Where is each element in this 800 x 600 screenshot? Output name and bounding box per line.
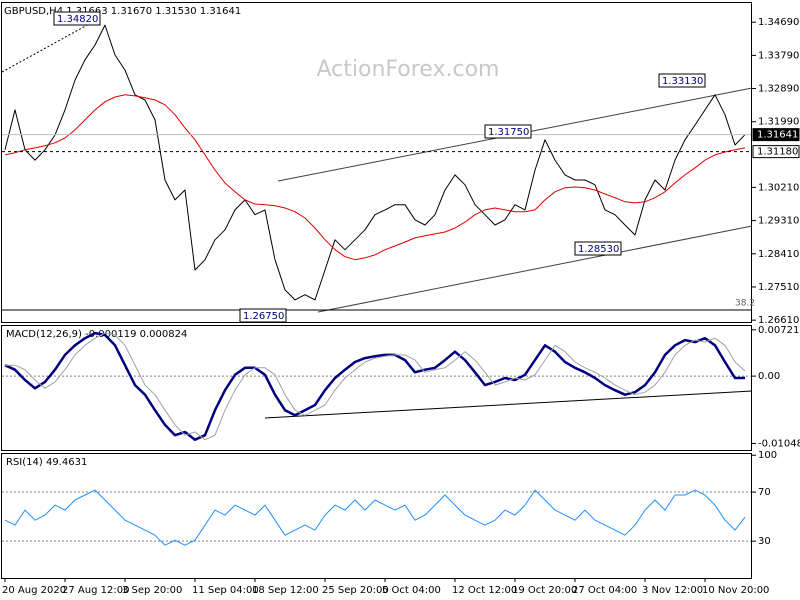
x-tick-label: 3 Sep 20:00 [122,585,182,596]
chart-title: GBPUSD,H4 1.31663 1.31670 1.31530 1.3164… [4,6,241,17]
y-tick-label: 0.007213 [758,325,800,336]
y-tick-label: 1.29310 [758,216,799,227]
price-label: 1.31641 [757,130,798,141]
x-tick-label: 10 Nov 20:00 [702,585,769,596]
x-tick-label: 25 Sep 20:00 [322,585,389,596]
x-tick-label: 19 Oct 20:00 [512,585,577,596]
x-tick-label: 27 Oct 04:00 [572,585,637,596]
annotation-box [53,11,101,26]
annotation-box [574,241,622,256]
series-line [4,331,745,441]
channel-lower [317,225,753,313]
y-tick-label: 1.26610 [758,315,799,326]
y-tick-label: 1.32890 [758,84,799,95]
annotation-box [658,73,706,88]
price-label: 1.31180 [757,147,798,158]
x-tick-label: 18 Sep 12:00 [252,585,319,596]
series-line [4,489,746,546]
x-tick-label: 27 Aug 12:00 [62,585,129,596]
y-tick-label: 1.30210 [758,182,799,193]
series-line [4,94,746,261]
trend-line [1,17,101,73]
y-tick-label: -0.01048 [758,438,800,449]
x-tick-label: 20 Aug 2020 [2,585,66,596]
y-tick-label: 1.27510 [758,282,799,293]
x-tick-label: 11 Sep 04:00 [192,585,259,596]
y-tick-label: 1.28410 [758,249,799,260]
price-panel [1,2,752,323]
annotation: 1.26750 [243,311,284,322]
rsi-title: RSI(14) 49.4631 [6,457,87,468]
macd-trend-line [264,390,753,419]
x-tick-label: 3 Nov 12:00 [642,585,703,596]
x-tick-label: 5 Oct 04:00 [382,585,441,596]
y-tick-label: 1.34690 [758,17,799,28]
y-tick-label: 1.33790 [758,50,799,61]
y-tick-label: 70 [758,487,771,498]
annotation: 1.33130 [662,76,703,87]
annotation-box [239,308,287,323]
series-line [5,332,746,441]
annotation-box [484,124,532,139]
y-tick-label: 1.31990 [758,117,799,128]
price-box [752,128,800,142]
annotation: 1.34820 [57,14,98,25]
annotation: 1.28530 [578,244,619,255]
macd-panel [1,325,752,451]
price-box [752,145,800,159]
annotation: 1.31750 [488,127,529,138]
annotation: 38.2 [735,299,755,309]
y-tick-label: 100 [758,450,777,461]
watermark: ActionForex.com [317,57,500,82]
series-line [4,24,746,301]
y-tick-label: 0.00 [758,371,780,382]
y-tick-label: 30 [758,536,771,547]
x-tick-label: 12 Oct 12:00 [452,585,517,596]
rsi-panel [1,453,752,579]
